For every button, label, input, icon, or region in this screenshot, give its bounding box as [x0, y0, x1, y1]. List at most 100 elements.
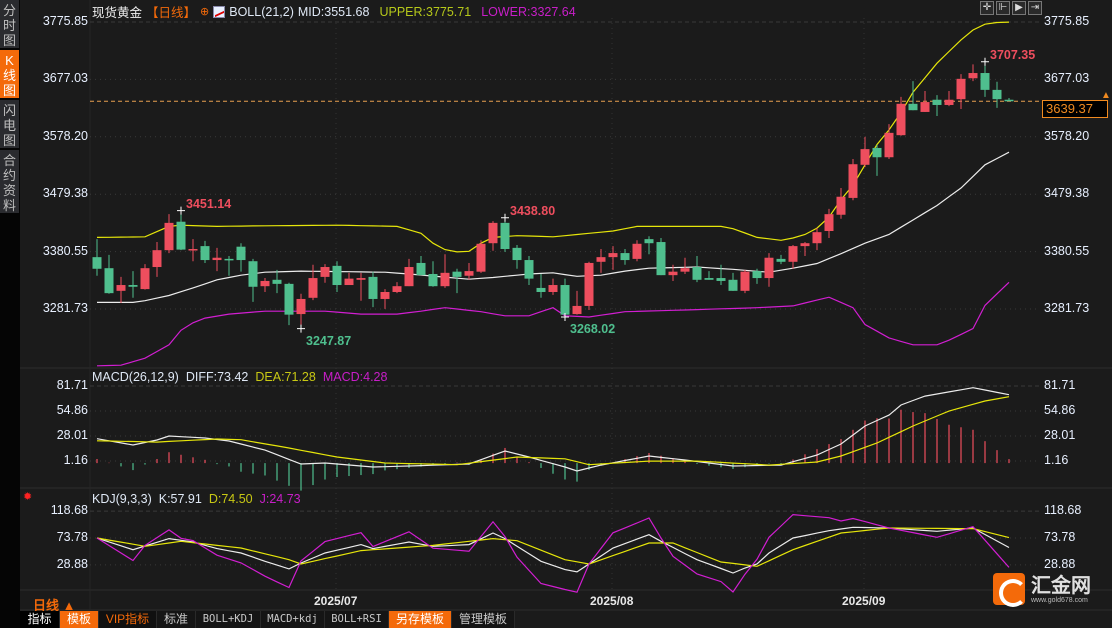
scroll-right-icon[interactable]: ⇥	[1028, 1, 1042, 15]
candle-body[interactable]	[752, 271, 762, 279]
candle-body[interactable]	[248, 261, 258, 287]
candle-body[interactable]	[92, 257, 102, 269]
candle-body[interactable]	[584, 262, 594, 306]
candle-body[interactable]	[476, 243, 486, 272]
candle-body[interactable]	[716, 278, 726, 281]
candle-body[interactable]	[848, 164, 858, 198]
candle-body[interactable]	[524, 260, 534, 279]
candle-body[interactable]	[440, 272, 450, 287]
candle-body[interactable]	[164, 222, 174, 251]
candle-body[interactable]	[284, 283, 294, 315]
candle-body[interactable]	[320, 267, 330, 277]
candle-body[interactable]	[188, 249, 198, 251]
candle-body[interactable]	[680, 268, 690, 272]
period-selector[interactable]: 日线 ▲	[33, 598, 76, 613]
tab-template[interactable]: 模板	[60, 611, 99, 628]
tab-boll-rsi[interactable]: BOLL+RSI	[325, 611, 389, 628]
candle-body[interactable]	[824, 214, 834, 232]
candle-body[interactable]	[368, 276, 378, 299]
candle-body[interactable]	[548, 285, 558, 292]
candle-body[interactable]	[812, 232, 822, 244]
tab-manage-template[interactable]: 管理模板	[452, 611, 515, 628]
tab-vip-indicator[interactable]: VIP指标	[99, 611, 157, 628]
candle-body[interactable]	[512, 247, 522, 261]
add-indicator-icon[interactable]: ⊕	[200, 6, 210, 18]
candle-body[interactable]	[704, 278, 714, 280]
candle-body[interactable]	[236, 246, 246, 261]
candle-body[interactable]	[644, 239, 654, 244]
candle-body[interactable]	[596, 257, 606, 262]
candle-body[interactable]	[740, 271, 750, 291]
candle-body[interactable]	[980, 73, 990, 90]
tab-contract-info[interactable]: 合约资料	[0, 150, 19, 213]
candle-body[interactable]	[968, 73, 978, 79]
candle-body[interactable]	[992, 89, 1002, 100]
candle-body[interactable]	[788, 246, 798, 262]
candle-body[interactable]	[260, 280, 270, 287]
candle-body[interactable]	[560, 285, 570, 315]
boll-indicator-icon[interactable]	[213, 5, 226, 18]
candle-body[interactable]	[272, 279, 282, 284]
candle-body[interactable]	[884, 132, 894, 158]
candle-body[interactable]	[356, 278, 366, 280]
candle-body[interactable]	[392, 286, 402, 292]
candle-body[interactable]	[620, 253, 630, 261]
candle-body[interactable]	[176, 221, 186, 250]
candle-body[interactable]	[860, 149, 870, 165]
candle-body[interactable]	[296, 298, 306, 315]
candle-body[interactable]	[380, 291, 390, 299]
candle-body[interactable]	[872, 147, 882, 158]
candle-body[interactable]	[944, 99, 954, 105]
candle-body[interactable]	[500, 222, 510, 250]
candle-body[interactable]	[668, 271, 678, 276]
candle-body[interactable]	[428, 273, 438, 287]
zoom-in-icon[interactable]: ⊩	[996, 1, 1010, 15]
candle-body[interactable]	[656, 242, 666, 276]
candle-body[interactable]	[152, 250, 162, 268]
candle-body[interactable]	[116, 285, 126, 291]
candle-body[interactable]	[536, 287, 546, 292]
tab-save-template[interactable]: 另存模板	[389, 611, 452, 628]
tab-time-sharing[interactable]: 分时图	[0, 0, 19, 48]
play-icon[interactable]: ▶	[1012, 1, 1026, 15]
candle-body[interactable]	[956, 78, 966, 100]
candle-body[interactable]	[632, 243, 642, 259]
candle-body[interactable]	[728, 279, 738, 291]
candle-body[interactable]	[344, 278, 354, 286]
candle-body[interactable]	[200, 246, 210, 261]
candle-body[interactable]	[452, 271, 462, 277]
tab-boll-kdj[interactable]: BOLL+KDJ	[196, 611, 261, 628]
candle-body[interactable]	[896, 103, 906, 136]
candle-body[interactable]	[608, 253, 618, 258]
candle-body[interactable]	[128, 285, 138, 287]
candle-body[interactable]	[212, 257, 222, 261]
candle-body[interactable]	[488, 222, 498, 244]
candle-body[interactable]	[836, 196, 846, 215]
tab-kline[interactable]: K线图	[0, 50, 19, 98]
candle-body[interactable]	[1004, 99, 1014, 102]
candle-body[interactable]	[908, 103, 918, 111]
candle-body[interactable]	[932, 99, 942, 105]
tab-flash-chart[interactable]: 闪电图	[0, 100, 19, 148]
crosshair-icon[interactable]: ✛	[980, 1, 994, 15]
candle-body[interactable]	[332, 265, 342, 286]
tab-indicator[interactable]: 指标	[20, 611, 60, 628]
candle-body[interactable]	[140, 268, 150, 290]
candle-body[interactable]	[572, 305, 582, 315]
candle-body[interactable]	[224, 258, 234, 261]
tab-standard[interactable]: 标准	[157, 611, 196, 628]
candle-body[interactable]	[308, 278, 318, 298]
kdj-tick-right: 73.78	[1044, 530, 1076, 544]
candle-body[interactable]	[920, 102, 930, 112]
crosshair-marker-icon[interactable]: ✹	[23, 491, 33, 503]
candle-body[interactable]	[800, 243, 810, 247]
tab-macd-kdj[interactable]: MACD+kdj	[261, 611, 325, 628]
candle-body[interactable]	[464, 271, 474, 276]
candle-body[interactable]	[104, 268, 114, 294]
candle-body[interactable]	[404, 267, 414, 287]
candle-body[interactable]	[764, 257, 774, 279]
candle-body[interactable]	[416, 262, 426, 276]
candle-body[interactable]	[776, 258, 786, 262]
candle-body[interactable]	[692, 267, 702, 280]
